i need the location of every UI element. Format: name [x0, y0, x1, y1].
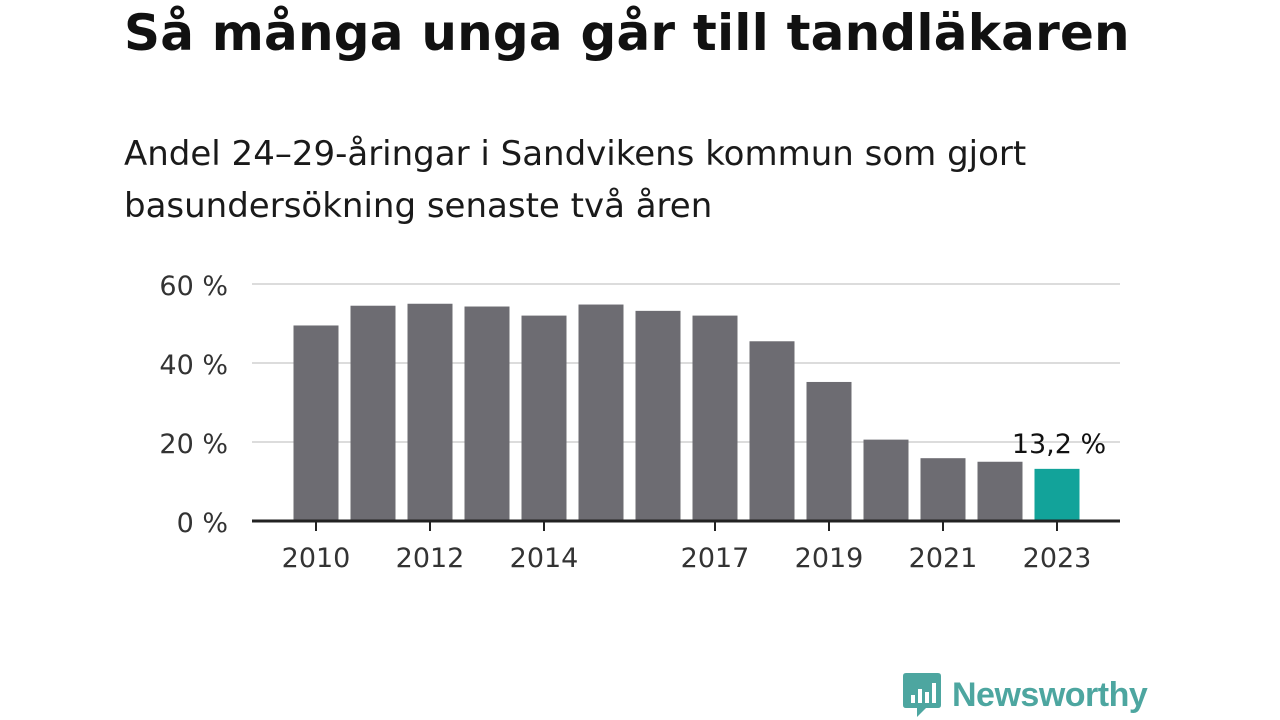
bar: [521, 315, 567, 521]
y-tick-label: 0 %: [177, 508, 228, 539]
newsworthy-logo-icon: [903, 673, 941, 717]
bar: [692, 315, 738, 521]
bar: [863, 439, 909, 521]
y-tick-label: 20 %: [159, 429, 228, 460]
bar: [806, 381, 852, 521]
bar: [350, 305, 396, 521]
newsworthy-logo-text: Newsworthy: [952, 675, 1148, 714]
x-tick-label: 2017: [681, 543, 750, 574]
bar: [977, 461, 1023, 521]
bar: [578, 304, 624, 521]
newsworthy-logo: Newsworthy: [902, 670, 1148, 720]
bar: [920, 458, 966, 521]
bar: [635, 310, 681, 521]
bar: [749, 341, 795, 521]
bar: [464, 306, 510, 521]
y-tick-label: 40 %: [159, 350, 228, 381]
bar: [293, 325, 339, 521]
bar: [407, 303, 453, 521]
x-tick-label: 2019: [795, 543, 864, 574]
x-tick-label: 2014: [510, 543, 579, 574]
x-tick-label: 2012: [396, 543, 465, 574]
bar-highlight: [1034, 468, 1080, 521]
data-label: 13,2 %: [1012, 429, 1106, 460]
chart-title: Så många unga går till tandläkaren: [124, 4, 1130, 62]
y-tick-label: 60 %: [159, 271, 228, 302]
chart-subtitle: Andel 24–29-åringar i Sandvikens kommun …: [124, 134, 1027, 226]
x-tick-label: 2010: [282, 543, 351, 574]
x-tick-label: 2023: [1023, 543, 1092, 574]
x-tick-label: 2021: [909, 543, 978, 574]
